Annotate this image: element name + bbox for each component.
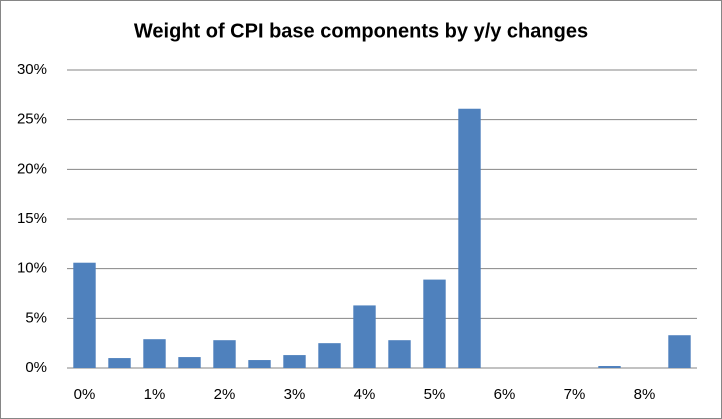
bar — [178, 357, 201, 368]
bar — [353, 305, 376, 368]
bar — [108, 358, 131, 368]
bar — [598, 366, 621, 368]
bar — [388, 340, 411, 368]
y-tick-label: 20% — [17, 160, 47, 177]
x-tick-label: 2% — [214, 386, 236, 403]
bar — [213, 340, 236, 368]
y-tick-label: 25% — [17, 111, 47, 128]
x-tick-label: 5% — [424, 386, 446, 403]
x-tick-label: 1% — [144, 386, 166, 403]
y-tick-label: 0% — [25, 359, 47, 376]
bar — [248, 360, 271, 368]
bar — [73, 262, 96, 368]
y-tick-label: 5% — [25, 309, 47, 326]
y-tick-label: 30% — [17, 61, 47, 78]
x-tick-label: 3% — [284, 386, 306, 403]
x-tick-label: 4% — [354, 386, 376, 403]
y-tick-label: 15% — [17, 210, 47, 227]
x-tick-label: 0% — [74, 386, 96, 403]
bar — [283, 355, 306, 368]
bar — [318, 343, 341, 368]
y-tick-label: 10% — [17, 260, 47, 277]
x-tick-label: 6% — [494, 386, 516, 403]
x-tick-label: 8% — [634, 386, 656, 403]
bar — [423, 279, 446, 368]
bar — [668, 335, 691, 368]
bar — [143, 339, 166, 368]
x-tick-label: 7% — [564, 386, 586, 403]
chart-title: Weight of CPI base components by y/y cha… — [134, 20, 588, 42]
bar — [458, 108, 481, 369]
